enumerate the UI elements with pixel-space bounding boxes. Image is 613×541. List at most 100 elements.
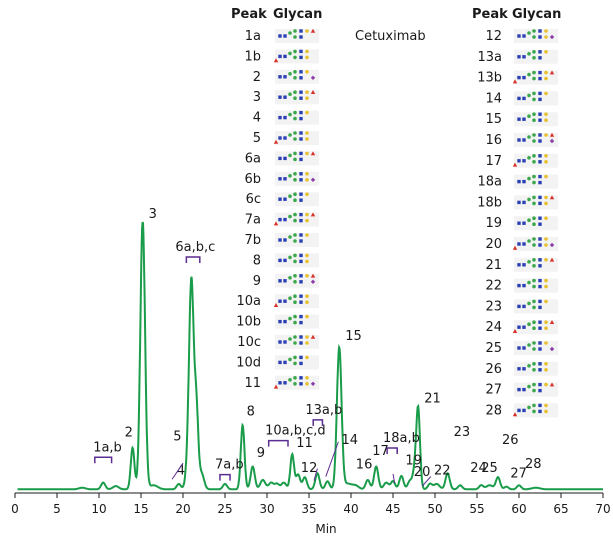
glycan-residue: [532, 195, 536, 200]
glycan-residue: [532, 403, 536, 408]
glycan-residue: [532, 70, 536, 75]
glycan-residue: [544, 362, 548, 366]
glycan-residue: [544, 368, 548, 372]
glycan-residue: [532, 112, 536, 116]
glycan-residue: [273, 384, 279, 389]
glycan-residue: [549, 34, 555, 40]
glycan-residue: [538, 112, 542, 116]
glycan-residue: [273, 139, 279, 144]
glycan-residue: [293, 320, 297, 325]
table-peak-id: 6b: [244, 172, 261, 187]
glycan-residue: [532, 243, 536, 247]
table-peak-id: 16: [485, 133, 502, 148]
glycan-residue: [283, 258, 287, 263]
glycan-icon-bg: [275, 375, 319, 390]
glycan-residue: [527, 343, 531, 347]
glycan-residue: [544, 50, 548, 54]
glycan-icon-bg: [275, 90, 319, 105]
glycan-residue: [538, 154, 542, 158]
glycan-residue: [293, 218, 297, 223]
glycan-residue: [288, 31, 292, 35]
glycan-residue: [299, 355, 303, 360]
glycan-residue: [527, 156, 531, 160]
glycan-residue: [544, 201, 548, 206]
glycan-icon-bg: [514, 216, 558, 231]
glycan-residue: [305, 49, 309, 54]
glycan-structure-icon: [514, 341, 558, 355]
glycan-residue: [288, 51, 292, 56]
table-peak-id: 18a: [477, 175, 502, 190]
glycan-residue: [538, 258, 542, 262]
glycan-residue: [293, 192, 297, 196]
table-peak-id: 9: [253, 274, 261, 289]
glycan-residue: [299, 294, 303, 298]
x-tick-label: 50: [427, 502, 442, 516]
glycan-residue: [293, 300, 297, 305]
peak-label: 21: [424, 391, 441, 406]
glycan-residue: [293, 90, 297, 94]
glycan-residue: [544, 35, 548, 39]
glycan-residue: [544, 91, 548, 96]
glycan-residue: [532, 139, 536, 143]
table-peak-id: 8: [253, 253, 261, 268]
table-peak-id: 15: [485, 112, 502, 127]
peak-label: 15: [345, 329, 362, 344]
glycan-residue: [527, 176, 531, 181]
peak-label: 19: [405, 454, 422, 469]
glycan-residue: [278, 54, 282, 59]
glycan-residue: [532, 409, 536, 414]
glycan-residue: [288, 337, 292, 341]
glycan-residue: [522, 221, 526, 225]
glycan-residue: [299, 314, 303, 319]
glycan-residue: [293, 76, 297, 80]
glycan-residue: [538, 70, 542, 75]
glycan-residue: [544, 70, 548, 75]
glycan-residue: [273, 58, 279, 63]
glycan-icon-bg: [275, 314, 319, 329]
glycan-residue: [283, 136, 287, 140]
table-peak-id: 17: [485, 154, 502, 169]
glycan-structure-icon: [514, 299, 558, 314]
glycan-residue: [310, 273, 316, 278]
glycan-residue: [527, 301, 531, 306]
glycan-residue: [527, 364, 531, 368]
glycan-residue: [544, 409, 548, 414]
glycan-residue: [538, 243, 542, 247]
peak-label: 23: [454, 425, 471, 440]
glycan-residue: [288, 235, 292, 239]
glycan-residue: [273, 221, 279, 226]
glycan-residue: [305, 259, 309, 264]
glycan-structure-icon: [273, 212, 319, 227]
glycan-structure-icon: [275, 334, 319, 349]
glycan-residue: [305, 274, 309, 278]
glycan-residue: [532, 160, 536, 164]
glycan-residue: [532, 35, 536, 39]
glycan-icon-bg: [275, 212, 319, 227]
glycan-residue: [283, 340, 287, 344]
glycan-structure-icon: [275, 151, 319, 166]
glycan-residue: [278, 360, 282, 365]
glycan-residue: [544, 29, 548, 33]
glycan-residue: [538, 341, 542, 345]
glycan-residue: [538, 222, 542, 226]
glycan-residue: [305, 382, 309, 386]
peak-labels: 1a,b23456a,b,c7a,b8910a,b,c,d111213a,b14…: [93, 207, 542, 487]
peak-label: 17: [372, 444, 389, 459]
x-tick-label: 35: [301, 502, 316, 516]
glycan-residue: [517, 346, 521, 350]
glycan-residue: [532, 76, 536, 81]
glycan-residue: [278, 95, 282, 99]
table-header-glycan: Glycan: [273, 7, 322, 22]
glycan-structure-icon: [512, 320, 558, 335]
table-header-glycan: Glycan: [512, 7, 561, 22]
glycan-residue: [293, 335, 297, 339]
glycan-residue: [532, 305, 536, 310]
peak-label: 22: [434, 464, 451, 479]
glycan-residue: [522, 346, 526, 350]
glycan-residue: [527, 260, 531, 264]
glycan-residue: [512, 412, 518, 417]
glycan-residue: [522, 179, 526, 184]
glycan-icon-bg: [275, 151, 319, 166]
glycan-residue: [283, 34, 287, 38]
glycan-residue: [293, 116, 297, 121]
